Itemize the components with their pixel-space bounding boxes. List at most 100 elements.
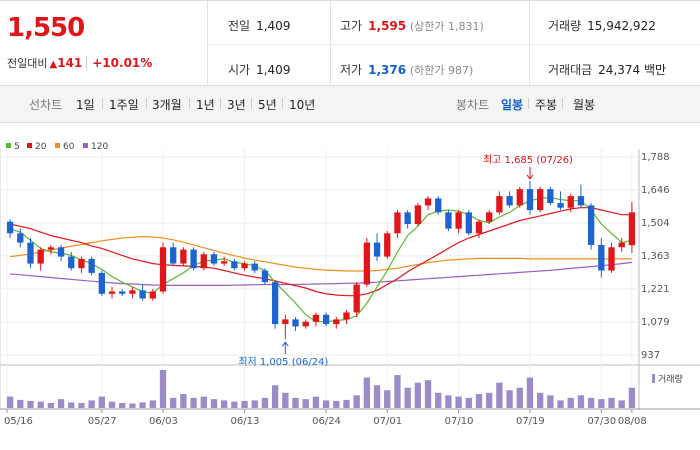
candle-body bbox=[68, 256, 75, 269]
tab-3month[interactable]: 3개월 bbox=[152, 98, 182, 112]
volume-bar bbox=[159, 370, 167, 408]
volume-bar bbox=[47, 402, 55, 408]
tab-5year[interactable]: 5년 bbox=[258, 98, 277, 112]
up-arrow-icon: ▲ bbox=[49, 59, 58, 70]
tab-3year[interactable]: 3년 bbox=[227, 98, 246, 112]
candle-body bbox=[465, 212, 472, 234]
volume-legend-label: 거래량 bbox=[658, 373, 683, 385]
ma60-line bbox=[10, 235, 632, 272]
volume-bar bbox=[241, 400, 248, 408]
volume-bar bbox=[108, 401, 116, 408]
volume-cell: 거래량 15,942,922 bbox=[548, 17, 656, 34]
tab-1week[interactable]: 1주일 bbox=[109, 98, 139, 112]
candle-body bbox=[567, 196, 574, 208]
tab-daily[interactable]: 일봉 bbox=[501, 98, 524, 112]
y-tick-label: 937 bbox=[641, 350, 660, 361]
legend-swatch bbox=[55, 143, 60, 148]
tab-weekly[interactable]: 주봉 bbox=[535, 98, 558, 112]
tab-monthly[interactable]: 월봉 bbox=[573, 98, 596, 112]
volume-bar bbox=[526, 377, 534, 408]
ma120-line bbox=[10, 261, 632, 286]
high-arrow-icon bbox=[526, 174, 534, 180]
ma20-line bbox=[9, 207, 632, 297]
candle-body bbox=[537, 189, 544, 211]
candle-body bbox=[78, 258, 85, 269]
volume-bar bbox=[628, 387, 636, 408]
volume-bar bbox=[180, 394, 187, 408]
volume-bar bbox=[373, 385, 381, 408]
quote-row-divider bbox=[208, 44, 700, 45]
current-price: 1,550 bbox=[7, 13, 85, 43]
line-chart-label: 선차트 bbox=[29, 98, 63, 112]
annotations: 최고 1,685 (07/26) 최저 1,005 (06/24) bbox=[238, 154, 573, 368]
volume-value: 15,942,922 bbox=[587, 19, 656, 33]
tab-separator bbox=[251, 98, 252, 109]
candle-body bbox=[608, 247, 615, 271]
tab-separator bbox=[189, 98, 190, 109]
volume-bar bbox=[68, 402, 75, 408]
candle-chart-label: 봉차트 bbox=[456, 98, 490, 112]
x-tick-label: 07/10 bbox=[445, 416, 474, 427]
quote-col-divider bbox=[529, 1, 530, 86]
upper-limit: (상한가 1,831) bbox=[409, 20, 484, 33]
tab-1year[interactable]: 1년 bbox=[196, 98, 215, 112]
candle-body bbox=[57, 247, 65, 257]
volume-bar bbox=[587, 397, 595, 408]
candle-body bbox=[98, 272, 105, 294]
volume-label: 거래량 bbox=[548, 19, 582, 33]
volume-bar bbox=[353, 395, 360, 408]
grid bbox=[0, 149, 700, 410]
x-tick-label: 07/19 bbox=[516, 416, 545, 427]
candle-body bbox=[547, 189, 554, 204]
candle-body bbox=[292, 319, 299, 327]
candle-body bbox=[251, 263, 258, 271]
volume-bar bbox=[506, 390, 513, 408]
y-tick-label: 1,646 bbox=[641, 185, 670, 196]
volume-bar bbox=[78, 402, 85, 408]
candle-body bbox=[384, 233, 391, 257]
volume-bar bbox=[292, 397, 299, 408]
volume-bar bbox=[618, 400, 625, 408]
period-toolbar: 선차트 1일 1주일 3개월 1년 3년 5년 10년 봉차트 일봉 주봉 월봉 bbox=[0, 86, 700, 123]
candle-body bbox=[628, 212, 636, 246]
candle-body bbox=[312, 314, 320, 322]
candle-body bbox=[17, 233, 24, 243]
volume-bar bbox=[475, 394, 483, 408]
volume-bar bbox=[271, 385, 279, 408]
volume-bar bbox=[27, 400, 34, 408]
price-box: 1,550 전일대비 ▲141 +10.01% bbox=[0, 1, 208, 86]
lower-limit: (하한가 987) bbox=[409, 64, 474, 77]
tab-separator bbox=[282, 98, 283, 109]
x-tick-label: 07/30 bbox=[587, 416, 616, 427]
x-axis: 05/16 05/27 06/03 06/13 06/24 07/01 07/10 07/19… bbox=[4, 409, 647, 427]
candle-body bbox=[190, 249, 197, 269]
x-tick-label: 06/03 bbox=[149, 416, 178, 427]
tab-10year[interactable]: 10년 bbox=[289, 98, 316, 112]
high-cell: 고가 1,595 (상한가 1,831) bbox=[340, 17, 484, 34]
candle-body bbox=[577, 196, 585, 206]
legend-swatch bbox=[83, 143, 88, 148]
quote-panel: 1,550 전일대비 ▲141 +10.01% 전일 1,409 고가 1,595 (상… bbox=[0, 0, 700, 86]
candle-body bbox=[394, 212, 401, 234]
legend-swatch bbox=[27, 143, 32, 148]
volume-bar bbox=[537, 392, 544, 408]
x-tick-label: 08/08 bbox=[618, 416, 647, 427]
x-tick-label: 05/16 bbox=[4, 416, 33, 427]
candle-body bbox=[404, 212, 411, 225]
high-annotation: 최고 1,685 (07/26) bbox=[483, 154, 573, 166]
volume-bar bbox=[200, 396, 207, 408]
volume-bar bbox=[282, 392, 289, 408]
change-label: 전일대비 bbox=[7, 57, 48, 70]
tab-1day[interactable]: 1일 bbox=[76, 98, 95, 112]
volume-bar bbox=[139, 402, 146, 408]
candle-body bbox=[455, 212, 462, 229]
low-arrow-icon bbox=[281, 341, 289, 347]
volume-bar bbox=[516, 387, 523, 408]
volume-bar bbox=[486, 392, 493, 408]
x-tick-label: 05/27 bbox=[88, 416, 117, 427]
candle-body bbox=[587, 205, 595, 245]
volume-bar bbox=[322, 400, 330, 408]
low-annotation: 최저 1,005 (06/24) bbox=[238, 356, 328, 368]
candle-body bbox=[88, 258, 95, 273]
candle-body bbox=[302, 321, 309, 327]
